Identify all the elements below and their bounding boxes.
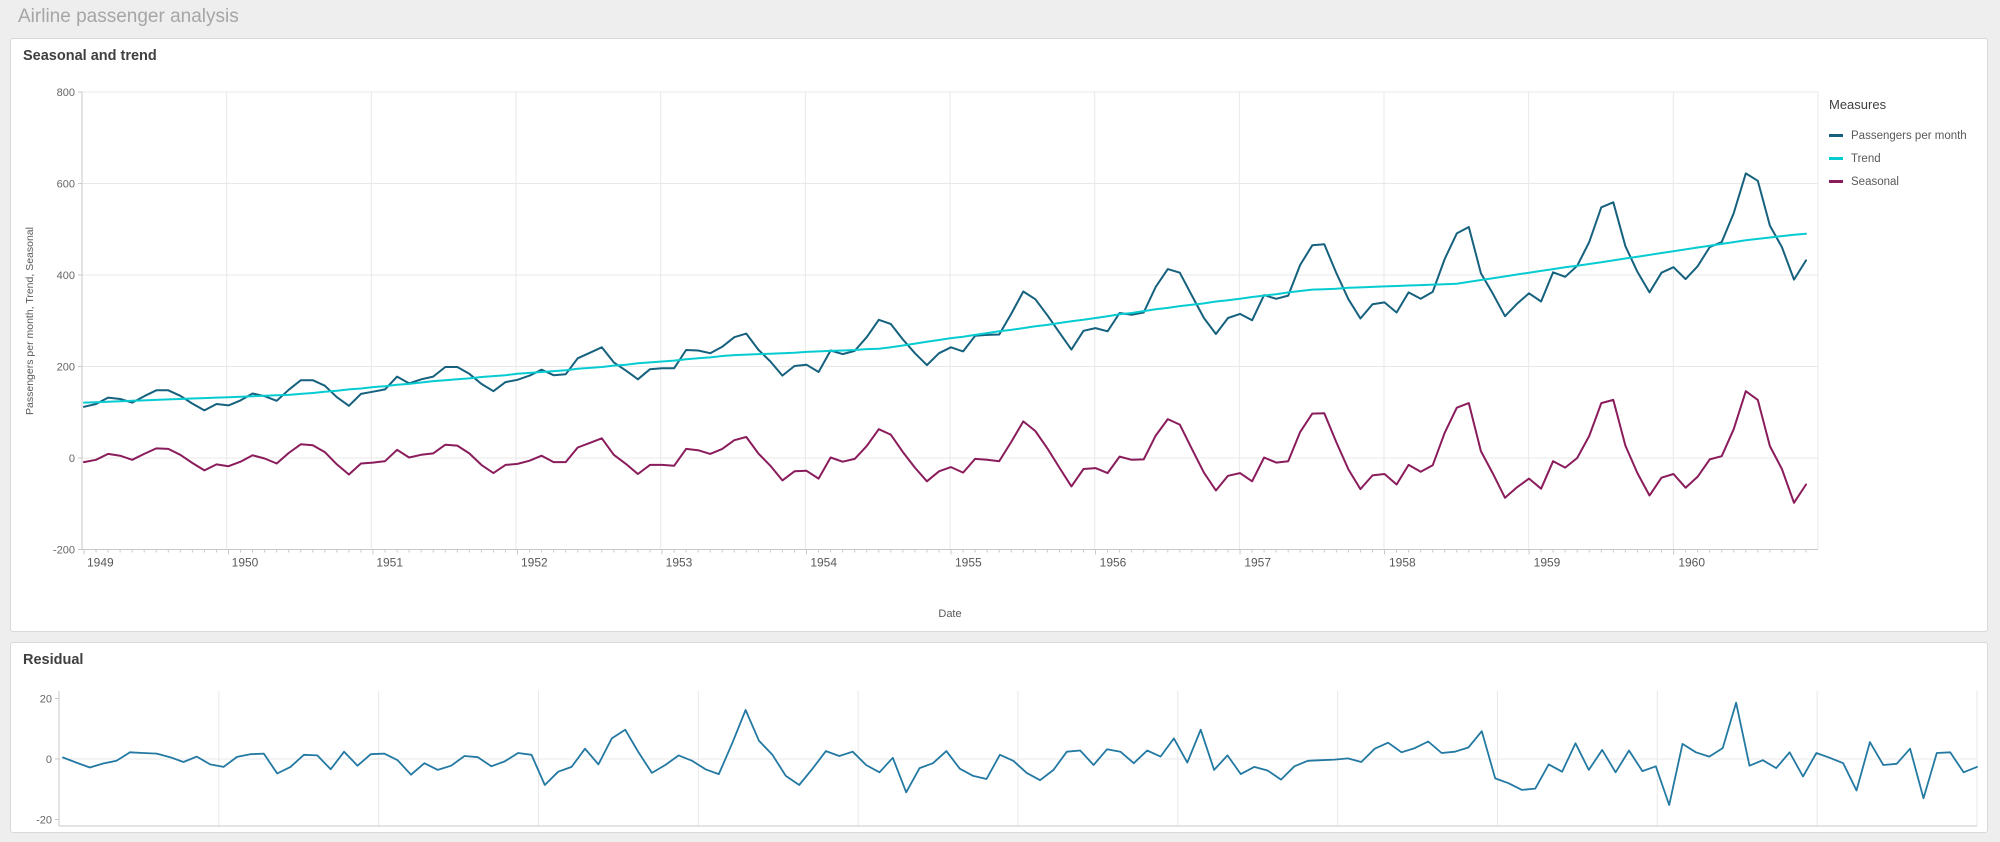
svg-text:0: 0 [69, 453, 75, 465]
svg-text:0: 0 [46, 754, 52, 766]
svg-text:-200: -200 [53, 545, 75, 557]
x-axis-title: Date [938, 608, 961, 620]
svg-text:1953: 1953 [666, 556, 693, 570]
svg-text:800: 800 [57, 87, 75, 99]
plot-layers: 20 0 -20 [36, 691, 1978, 827]
svg-text:1959: 1959 [1534, 556, 1561, 570]
svg-text:600: 600 [57, 179, 75, 191]
svg-text:200: 200 [57, 362, 75, 374]
legend-item-passengers-per-month[interactable]: Passengers per month [1829, 124, 1984, 147]
residual-chart-card: Residual 20 0 -20 [10, 642, 1988, 833]
legend-item-seasonal[interactable]: Seasonal [1829, 170, 1984, 193]
svg-text:-20: -20 [36, 815, 52, 827]
svg-text:400: 400 [57, 270, 75, 282]
seasonal-series-swatch-icon [1829, 180, 1843, 183]
y-axis-title: Passengers per month, Trend, Seasonal [24, 227, 36, 415]
trend-series-swatch-icon [1829, 157, 1843, 160]
series-line-seasonal[interactable] [83, 390, 1807, 504]
svg-text:1957: 1957 [1244, 556, 1271, 570]
series-line-passengers-per-month[interactable] [83, 172, 1807, 412]
svg-text:1951: 1951 [376, 556, 403, 570]
legend-label: Passengers per month [1851, 129, 1967, 142]
legend-label: Seasonal [1851, 175, 1899, 188]
svg-text:1950: 1950 [232, 556, 259, 570]
residual-plot[interactable]: 20 0 -20 [11, 643, 1987, 832]
seasonal-trend-chart-title: Seasonal and trend [23, 48, 157, 64]
plot-layers: 800 600 400 200 0 -200 1949 1950 1951 1952 1953 195… [53, 87, 1819, 570]
sheet-title: Airline passenger analysis [18, 6, 239, 27]
svg-text:1949: 1949 [87, 556, 114, 570]
svg-text:1952: 1952 [521, 556, 548, 570]
svg-text:1958: 1958 [1389, 556, 1416, 570]
legend-item-trend[interactable]: Trend [1829, 147, 1984, 170]
seasonal-trend-chart-card: Seasonal and trend 800 600 400 200 0 -200 1949… [10, 38, 1988, 632]
residual-chart-title: Residual [23, 652, 84, 668]
passengers-series-swatch-icon [1829, 134, 1843, 137]
series-line-trend[interactable] [83, 232, 1807, 404]
svg-text:1955: 1955 [955, 556, 982, 570]
svg-text:1960: 1960 [1678, 556, 1705, 570]
svg-text:1954: 1954 [810, 556, 837, 570]
seasonal-trend-plot[interactable]: 800 600 400 200 0 -200 1949 1950 1951 1952 1953 195… [11, 39, 1987, 631]
svg-text:1956: 1956 [1100, 556, 1127, 570]
series-line-residual[interactable] [62, 701, 1978, 806]
legend-title: Measures [1829, 97, 1887, 112]
legend: Measures Passengers per month Trend Seas… [1829, 97, 1984, 193]
svg-text:20: 20 [40, 694, 52, 706]
legend-label: Trend [1851, 152, 1881, 165]
